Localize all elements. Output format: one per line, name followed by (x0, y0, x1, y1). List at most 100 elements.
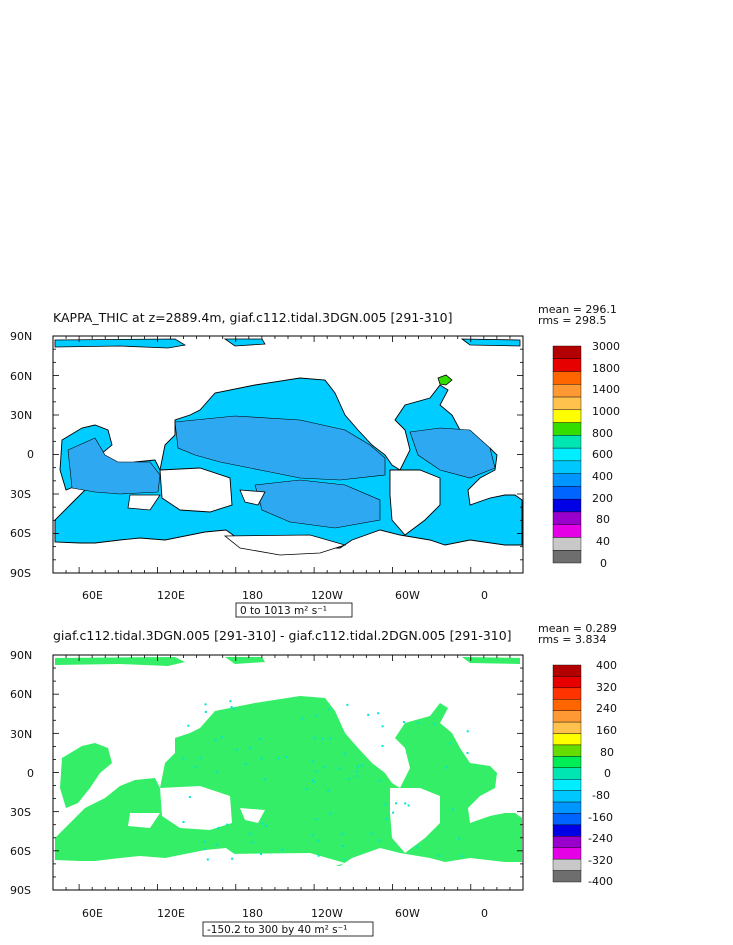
y2-tick-60n: 60N (10, 688, 32, 701)
cbar2-swatch (552, 836, 582, 848)
speckle (301, 717, 304, 720)
cbar2-swatch (552, 767, 582, 780)
speckle (432, 723, 435, 726)
cbar2-swatch (552, 664, 582, 677)
speckle (311, 834, 314, 837)
cbar1-label-4: 800 (592, 427, 613, 440)
speckle (312, 781, 315, 784)
speckle (182, 757, 185, 760)
speckle (311, 779, 314, 782)
cbar2-swatch (552, 870, 582, 883)
cbar2-swatch (552, 721, 582, 734)
cbar1-swatch (552, 384, 582, 398)
x-tick-120w: 120W (311, 589, 343, 602)
speckle (323, 766, 326, 769)
cbar2-label-2: 240 (596, 702, 617, 715)
speckle (458, 837, 461, 840)
cbar1-swatch (552, 409, 582, 423)
speckle (402, 721, 405, 724)
speckle (377, 712, 380, 715)
panel-2-range-box (202, 921, 374, 937)
cbar2-label-6: -80 (592, 789, 610, 802)
speckle (343, 858, 346, 861)
cbar2-label-8: -240 (588, 832, 613, 845)
cbar2-label-5: 0 (604, 767, 611, 780)
cbar1-label-9: 40 (596, 535, 610, 548)
speckle (378, 779, 381, 782)
panel-2-range: -150.2 to 300 by 40 m² s⁻¹ (207, 924, 347, 936)
speckle (348, 777, 351, 780)
speckle (229, 700, 232, 703)
x2-tick-180: 180 (242, 907, 263, 920)
speckle (341, 832, 344, 835)
panel-2-rms: rms = 3.834 (538, 633, 606, 646)
cbar2-swatch (552, 824, 582, 837)
speckle (378, 839, 381, 842)
panel-1-rms: rms = 298.5 (538, 314, 606, 327)
speckle (226, 823, 229, 826)
speckle (344, 752, 347, 755)
panel-1-range: 0 to 1013 m² s⁻¹ (240, 605, 327, 617)
y-tick-30n: 30N (10, 409, 32, 422)
y-tick-0: 0 (27, 448, 34, 461)
speckle (367, 713, 370, 716)
y-tick-60s: 60S (10, 527, 31, 540)
x-tick-120e: 120E (157, 589, 185, 602)
cbar1-label-5: 600 (592, 448, 613, 461)
panel-1: KAPPA_THIC at z=2889.4m, giaf.c112.tidal… (10, 303, 620, 618)
cbar2-swatch (552, 801, 582, 814)
cbar1-swatch (552, 550, 582, 564)
y-tick-90n: 90N (10, 330, 32, 343)
panel-1-colorbar (552, 345, 582, 564)
x2-tick-120e: 120E (157, 907, 185, 920)
speckle (260, 853, 263, 856)
speckle (281, 848, 284, 851)
speckle (204, 710, 207, 713)
cbar2-swatch (552, 687, 582, 700)
cbar1-swatch (552, 371, 582, 385)
cbar1-swatch (552, 358, 582, 372)
speckle (216, 771, 219, 774)
cbar2-swatch (552, 699, 582, 711)
cbar1-swatch (552, 396, 582, 411)
panel-1-title: KAPPA_THIC at z=2889.4m, giaf.c112.tidal… (53, 310, 453, 325)
cbar1-swatch (552, 498, 582, 513)
x-tick-60e: 60E (82, 589, 103, 602)
panel-1-mean: mean = 296.1 (538, 303, 617, 316)
cbar1-swatch (552, 422, 582, 436)
x2-tick-60w: 60W (395, 907, 420, 920)
speckle (355, 770, 358, 773)
speckle (381, 744, 384, 747)
speckle (313, 737, 316, 740)
cbar1-label-3: 1000 (592, 405, 620, 418)
cbar2-label-3: 160 (596, 724, 617, 737)
speckle (230, 705, 233, 708)
speckle (381, 725, 384, 728)
x-tick-0: 0 (481, 589, 488, 602)
speckle (360, 764, 363, 767)
cbar1-swatch (552, 345, 582, 359)
speckle (384, 803, 387, 806)
cbar2-swatch (552, 779, 582, 791)
cbar2-label-9: -320 (588, 854, 613, 867)
cbar1-swatch (552, 473, 582, 487)
y2-tick-90s: 90S (10, 884, 31, 897)
cbar1-label-10: 0 (600, 557, 607, 570)
speckle (356, 765, 359, 768)
speckle (311, 760, 314, 763)
x-tick-60w: 60W (395, 589, 420, 602)
cbar2-label-7: -160 (588, 811, 613, 824)
speckle (188, 796, 191, 799)
speckle (404, 802, 407, 805)
speckle (407, 804, 410, 807)
cbar1-label-0: 3000 (592, 340, 620, 353)
panel-2-mean: mean = 0.289 (538, 622, 617, 635)
speckle (327, 789, 330, 792)
cbar2-swatch (552, 710, 582, 723)
speckle (217, 826, 220, 829)
panel-1-range-box (235, 602, 353, 618)
speckle (259, 737, 262, 740)
panel-2-title: giaf.c112.tidal.3DGN.005 [291-310] - gia… (53, 628, 512, 643)
cbar1-swatch (552, 460, 582, 474)
speckle (445, 766, 448, 769)
